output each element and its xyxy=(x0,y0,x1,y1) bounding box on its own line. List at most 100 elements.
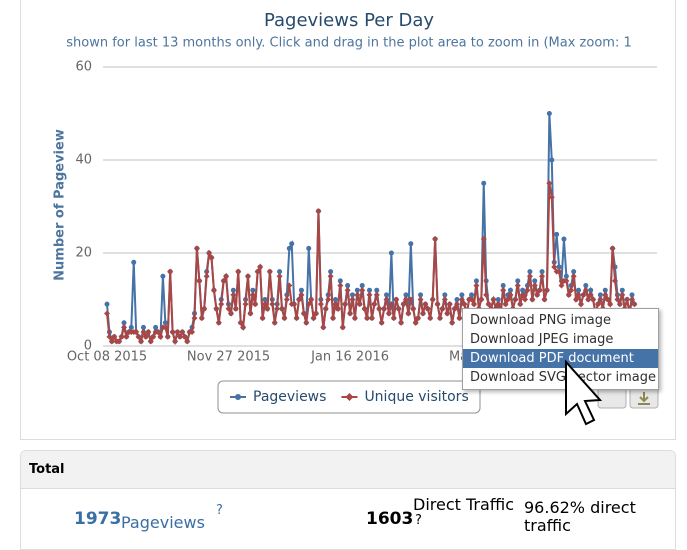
point-marker xyxy=(257,263,264,270)
point-marker xyxy=(128,324,134,330)
point-marker xyxy=(575,291,582,298)
point-marker xyxy=(298,291,305,298)
legend-symbol xyxy=(345,393,354,401)
point-marker xyxy=(534,291,541,298)
point-marker xyxy=(577,301,584,308)
point-marker xyxy=(218,301,225,308)
point-marker xyxy=(286,245,292,251)
point-marker xyxy=(169,329,176,336)
point-marker xyxy=(531,282,538,289)
point-marker xyxy=(522,296,529,303)
y-axis-label: Number of Pageview xyxy=(53,129,68,281)
point-marker xyxy=(549,157,555,163)
point-marker xyxy=(366,291,373,298)
point-marker xyxy=(167,268,174,275)
point-marker xyxy=(400,301,407,308)
point-marker xyxy=(344,287,351,294)
menu-item[interactable]: Download PNG image xyxy=(470,313,612,328)
point-marker xyxy=(607,301,614,308)
point-marker xyxy=(347,310,354,317)
point-marker xyxy=(147,338,154,345)
point-marker xyxy=(556,264,562,270)
point-marker xyxy=(422,301,429,308)
point-marker xyxy=(432,236,439,243)
point-marker xyxy=(325,296,332,303)
point-marker xyxy=(104,310,110,317)
point-marker xyxy=(250,287,256,293)
point-marker xyxy=(354,287,360,293)
point-marker xyxy=(332,301,339,308)
point-marker xyxy=(293,315,300,322)
point-marker xyxy=(473,282,480,289)
summary-header: Total xyxy=(21,451,675,489)
point-marker xyxy=(588,287,594,293)
point-marker xyxy=(585,296,592,303)
point-marker xyxy=(111,333,118,340)
legend-label[interactable]: Pageviews xyxy=(253,389,326,405)
y-tick-label: 0 xyxy=(84,339,92,354)
point-marker xyxy=(441,296,448,303)
point-marker xyxy=(356,301,363,308)
point-marker xyxy=(587,291,594,298)
menu-item[interactable]: Download SVG vector image xyxy=(470,370,656,385)
direct-label: Direct Traffic xyxy=(413,495,515,514)
point-marker xyxy=(276,273,283,280)
point-marker xyxy=(436,315,443,322)
legend-symbol xyxy=(235,394,241,400)
point-marker xyxy=(118,333,125,340)
point-marker xyxy=(408,241,414,247)
point-marker xyxy=(322,305,329,312)
point-marker xyxy=(546,111,552,116)
legend-label[interactable]: Unique visitors xyxy=(364,389,468,405)
menu-item[interactable]: Download JPEG image xyxy=(470,332,614,347)
point-marker xyxy=(376,305,383,312)
point-marker xyxy=(461,301,468,308)
point-marker xyxy=(189,329,196,336)
chart-subtitle: shown for last 13 months only. Click and… xyxy=(66,36,631,51)
point-marker xyxy=(373,291,380,298)
point-marker xyxy=(359,287,366,294)
point-marker xyxy=(242,301,249,308)
point-marker xyxy=(619,287,625,293)
point-marker xyxy=(104,301,110,307)
point-marker xyxy=(434,301,441,308)
point-marker xyxy=(551,263,558,270)
help-icon[interactable]: ? xyxy=(216,503,223,518)
point-marker xyxy=(349,292,355,298)
help-icon[interactable]: ? xyxy=(415,513,422,528)
point-marker xyxy=(176,333,183,340)
point-marker xyxy=(135,333,142,340)
point-marker xyxy=(368,315,375,322)
point-marker xyxy=(339,324,346,331)
pageviews-label[interactable]: Pageviews xyxy=(121,513,205,532)
point-marker xyxy=(223,273,230,280)
point-marker xyxy=(300,310,307,317)
point-marker xyxy=(337,282,344,289)
x-tick-label: Nov 27 2015 xyxy=(187,350,270,365)
point-marker xyxy=(269,301,276,308)
point-marker xyxy=(629,296,635,303)
point-marker xyxy=(512,296,519,303)
point-marker xyxy=(602,291,609,298)
point-marker xyxy=(121,324,128,331)
point-marker xyxy=(374,287,380,293)
pageviews-value: 1973 xyxy=(74,509,122,529)
point-marker xyxy=(201,305,208,312)
point-marker xyxy=(283,296,290,303)
point-marker xyxy=(244,273,251,280)
point-marker xyxy=(215,319,222,326)
point-marker xyxy=(337,278,343,284)
chart-card xyxy=(20,0,676,440)
menu-item[interactable]: Download PDF document xyxy=(463,349,658,368)
point-marker xyxy=(514,282,521,289)
point-marker xyxy=(164,333,171,340)
point-marker xyxy=(266,268,273,275)
point-marker xyxy=(330,315,337,322)
point-marker xyxy=(485,301,492,308)
point-marker xyxy=(565,291,572,298)
point-marker xyxy=(548,194,555,201)
point-marker xyxy=(106,333,113,340)
point-marker xyxy=(429,296,436,303)
point-marker xyxy=(264,305,271,312)
point-marker xyxy=(543,287,550,294)
